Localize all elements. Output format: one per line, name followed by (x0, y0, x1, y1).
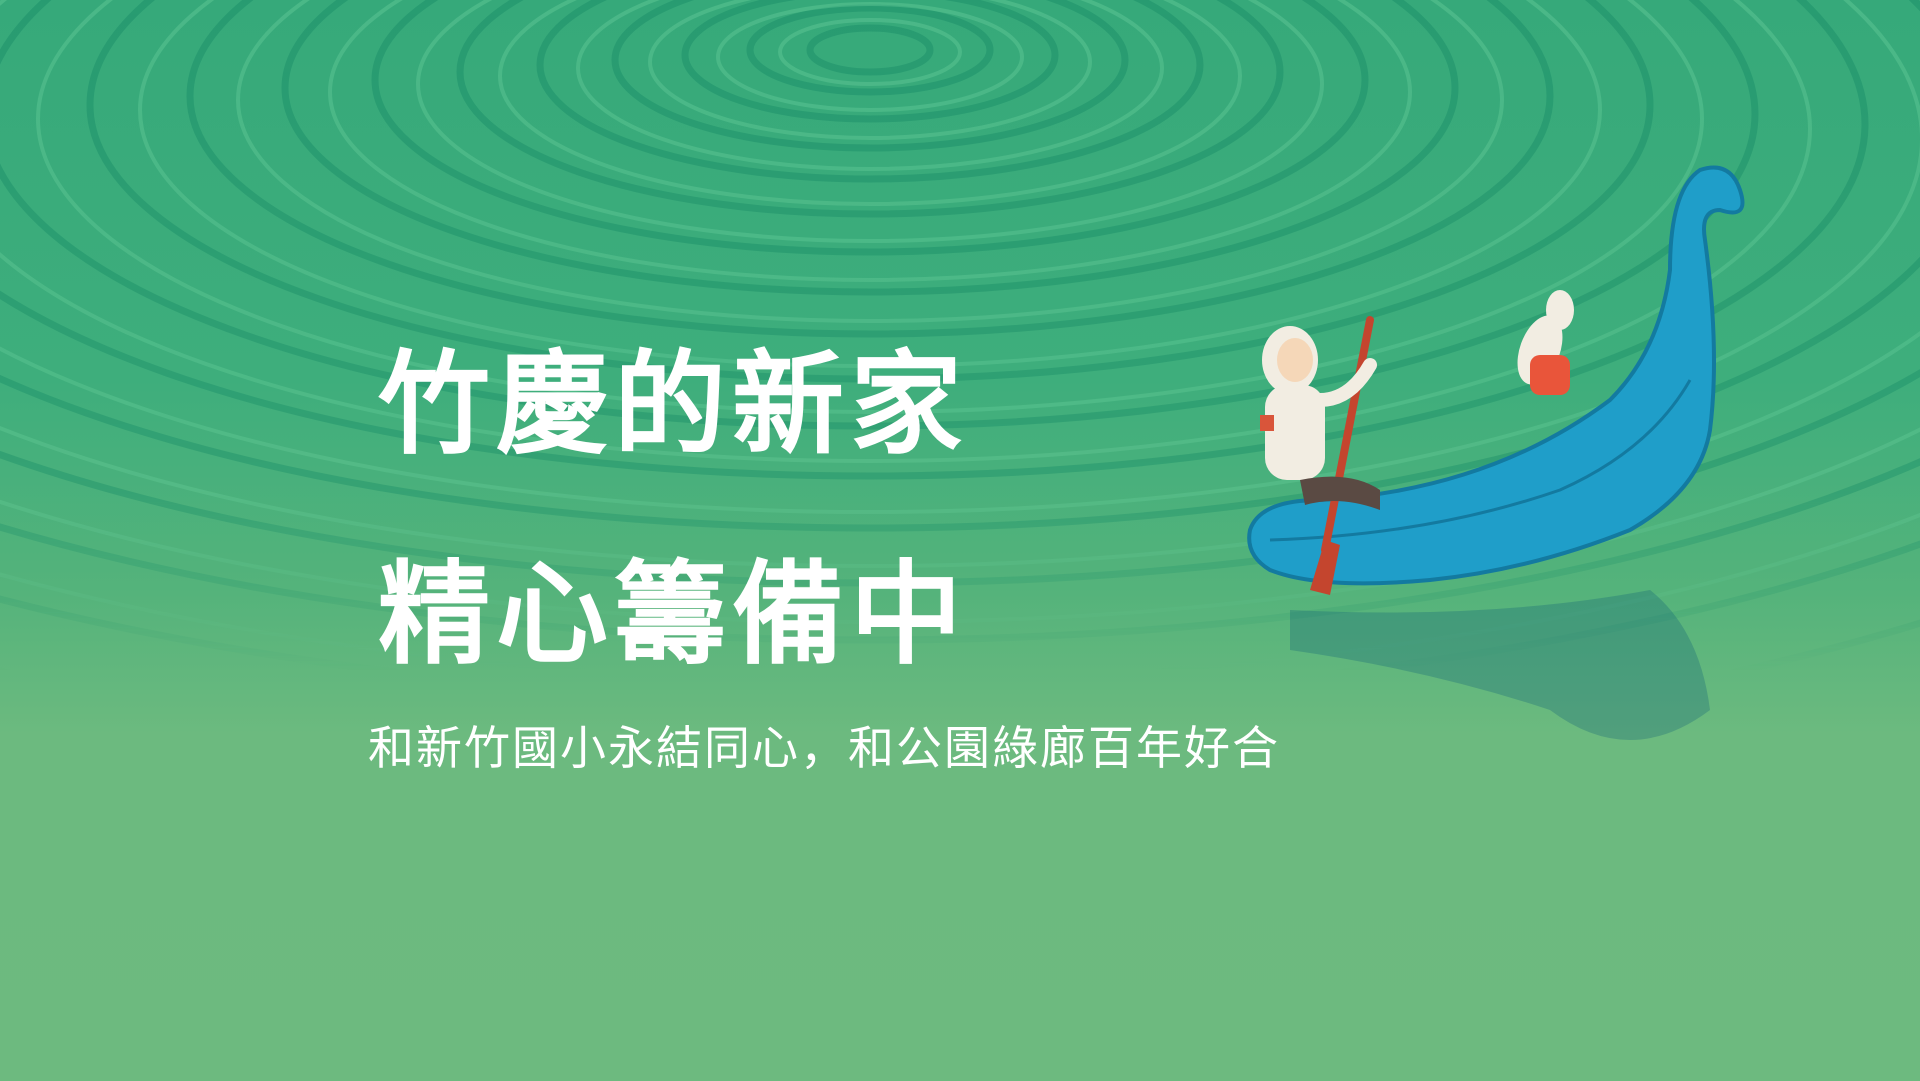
boat-reflection (1290, 590, 1710, 740)
title-line-2: 精心籌備中 (378, 550, 968, 680)
child-figure (1260, 326, 1380, 510)
page-title: 竹慶的新家 精心籌備中 (378, 300, 968, 720)
subtitle: 和新竹國小永結同心，和公園綠廊百年好合 (368, 721, 1280, 775)
title-line-1: 竹慶的新家 (378, 340, 968, 470)
boat (1247, 165, 1745, 586)
paddle (1321, 316, 1374, 554)
dog-figure (1517, 290, 1574, 395)
child-and-dog-rowing-boat-illustration (1247, 165, 1745, 740)
